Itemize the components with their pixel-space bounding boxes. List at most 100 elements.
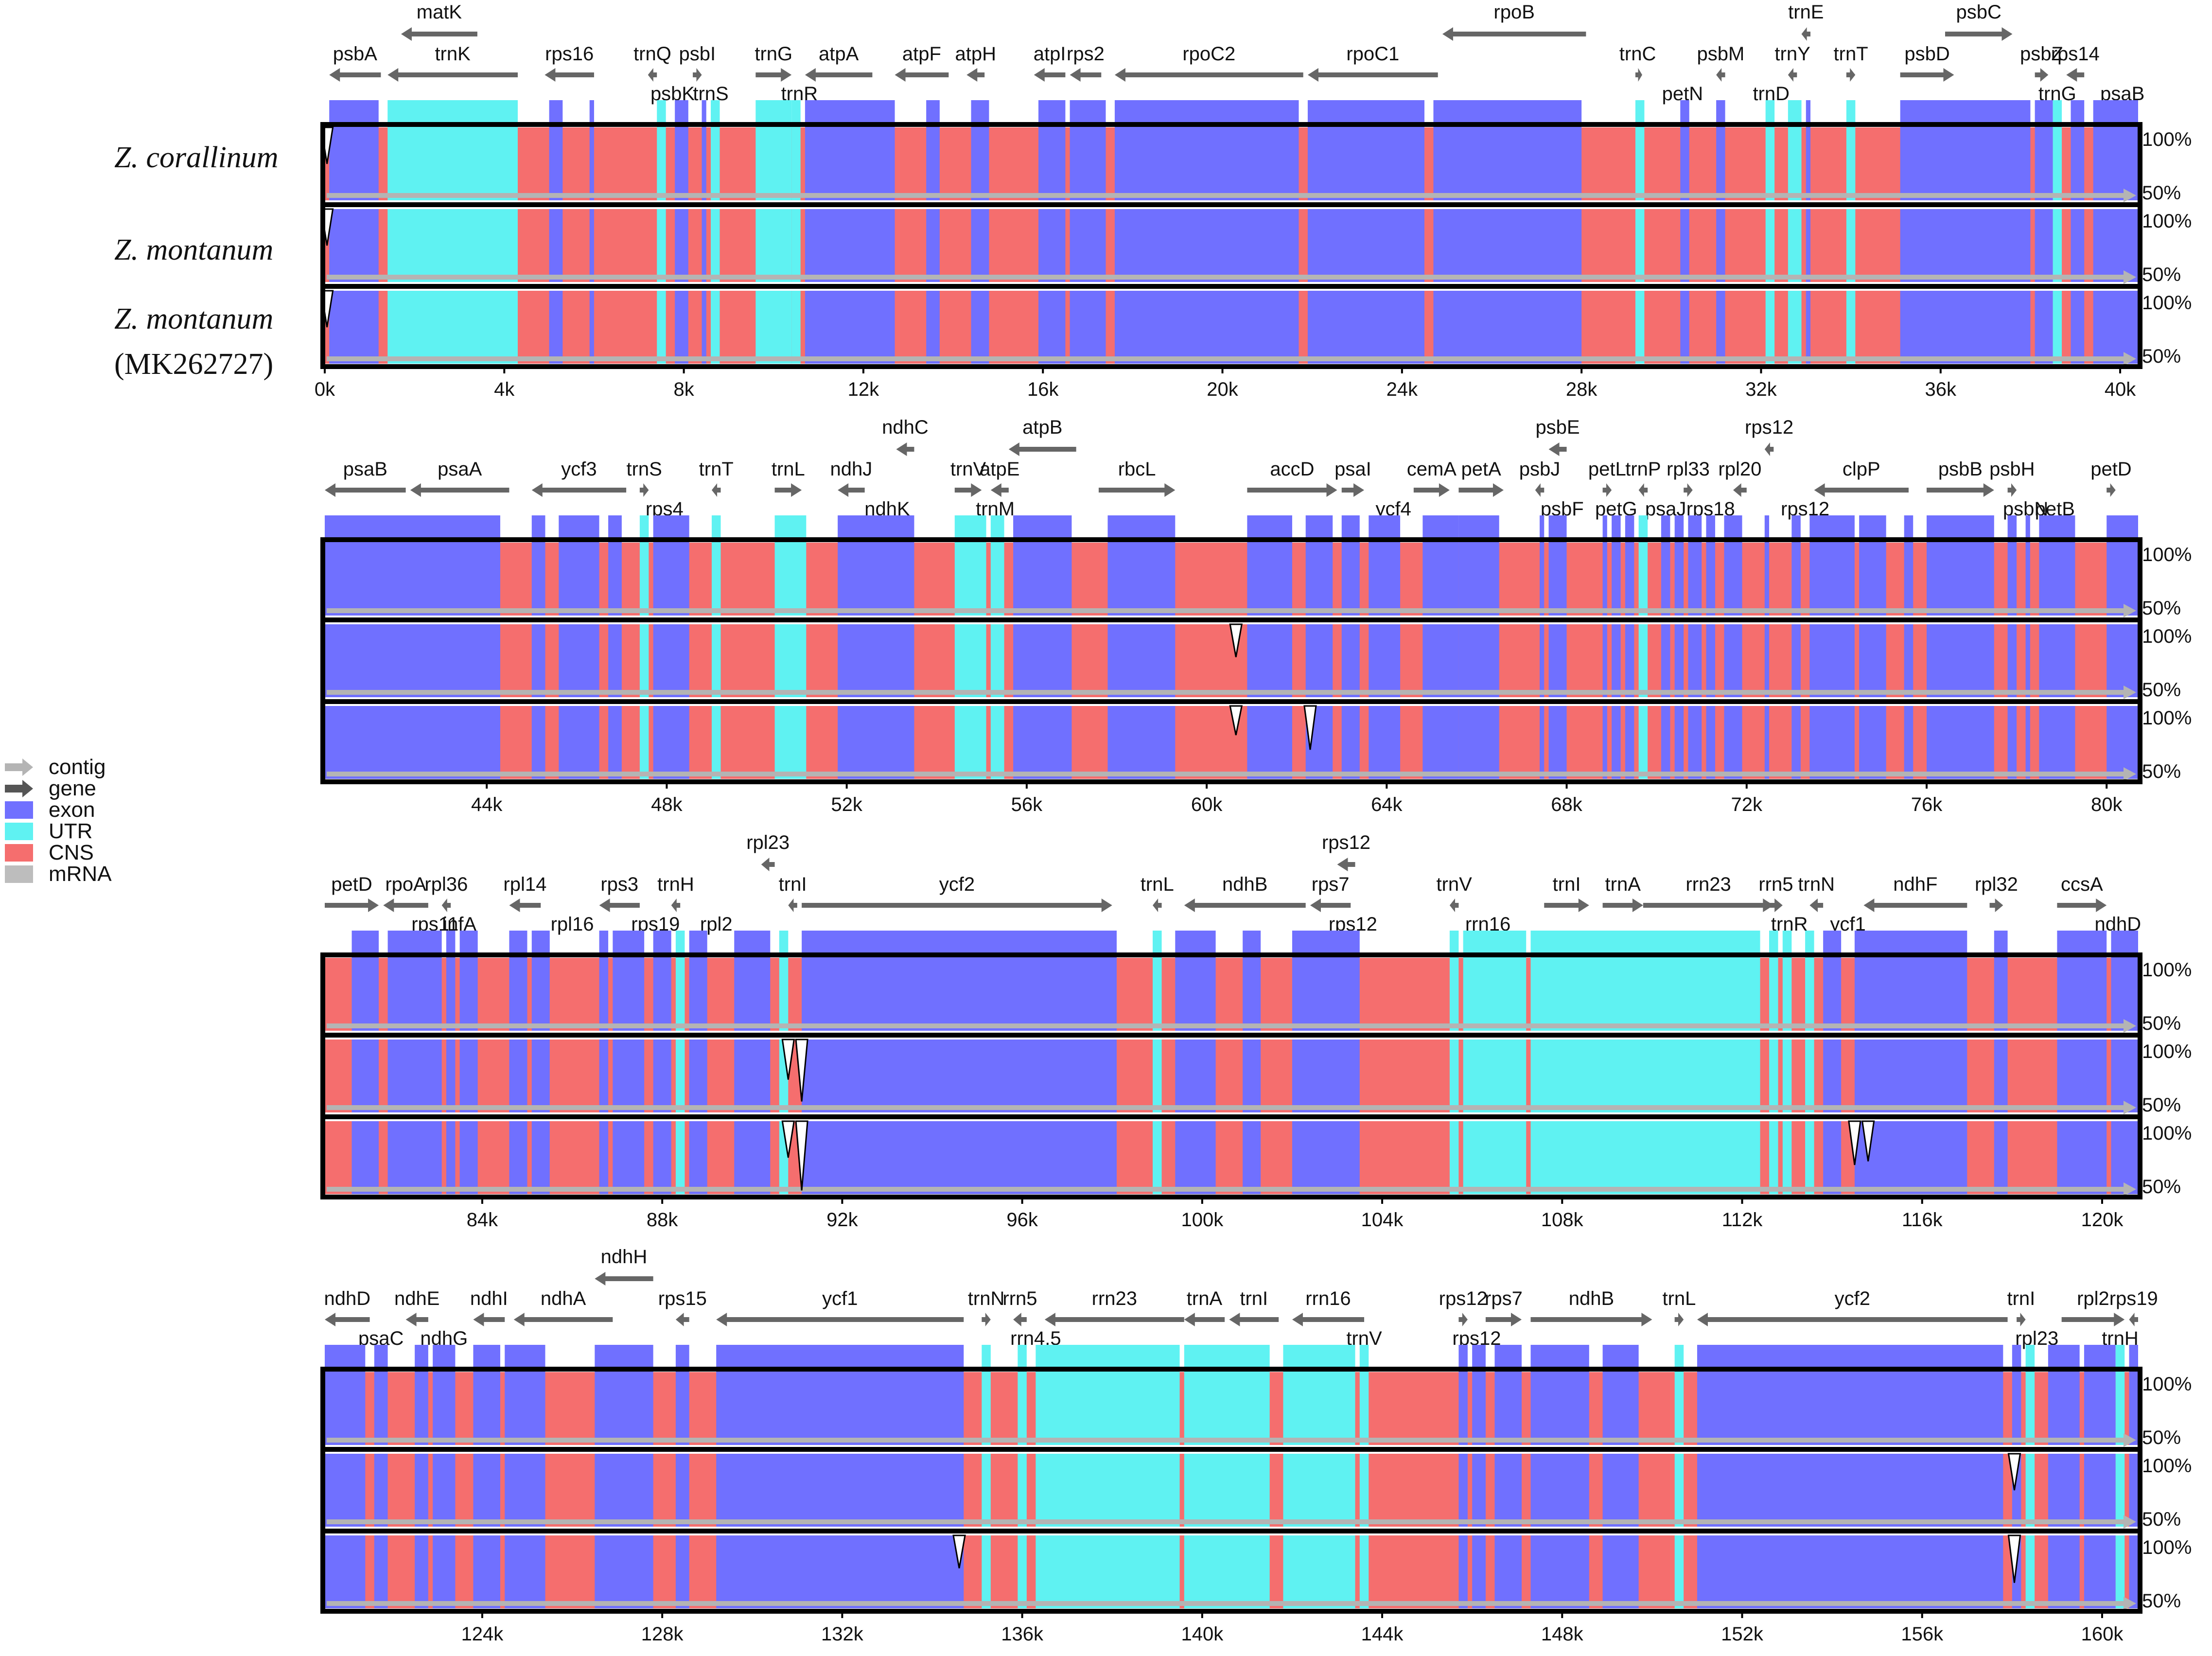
utr-region: [1463, 958, 1527, 1031]
utr-region: [1674, 1535, 1684, 1608]
gene-label-trnk: trnK: [435, 43, 471, 65]
gene-arrow-rps12: [1337, 858, 1355, 871]
utr-region: [1788, 209, 1802, 282]
gene-arrow-rpl32: [1989, 898, 2003, 912]
gene-label-ndhc: ndhC: [882, 417, 929, 438]
strip-exon-region: [1674, 515, 1684, 543]
contig-arrow: [327, 193, 2125, 198]
exon-region: [505, 1454, 545, 1527]
strip-utr-region: [1635, 100, 1645, 127]
exon-region: [1625, 624, 1634, 697]
exon-region: [1661, 706, 1670, 779]
pct-label-100: 100%: [2142, 292, 2192, 314]
x-tick-label: 0k: [315, 379, 335, 400]
exon-region: [1243, 1121, 1261, 1194]
x-tick-label: 16k: [1027, 379, 1059, 400]
gene-arrow-trna: [1602, 898, 1643, 912]
exon-region: [1680, 291, 1689, 364]
exon-region: [689, 1121, 707, 1194]
gene-arrow-trnn: [1809, 898, 1824, 912]
contig-arrow: [327, 772, 2125, 776]
exon-region: [1764, 624, 1770, 697]
exon-region: [1823, 1121, 1842, 1194]
exon-region: [509, 1039, 527, 1112]
exon-region: [1674, 624, 1684, 697]
track-separator: [323, 1529, 2140, 1533]
strip-utr-region: [2025, 1345, 2035, 1372]
exon-region: [1070, 291, 1106, 364]
gene-label-trnh: trnH: [657, 874, 694, 895]
exon-region: [1859, 624, 1886, 697]
identity-dip: [2007, 1534, 2021, 1583]
gene-label-trni: trnI: [2007, 1288, 2035, 1309]
exon-region: [1900, 127, 2031, 200]
utr-region: [982, 1535, 991, 1608]
x-tick-label: 44k: [471, 794, 503, 815]
gene-arrow-psbb: [1926, 483, 1994, 497]
x-tick-label: 80k: [2091, 794, 2123, 815]
exon-region: [595, 1372, 653, 1445]
exon-region: [702, 209, 706, 282]
exon-region: [459, 958, 478, 1031]
identity-dip: [952, 1534, 966, 1568]
exon-region: [1806, 209, 1811, 282]
exon-region: [1697, 1454, 2003, 1527]
exon-region: [1307, 127, 1425, 200]
exon-region: [446, 1121, 456, 1194]
exon-region: [599, 958, 609, 1031]
exon-region: [1859, 543, 1886, 616]
exon-region: [1612, 624, 1621, 697]
species-label-accession: (MK262727): [114, 348, 273, 381]
gene-label-ycf3: ycf3: [561, 458, 597, 480]
exon-region: [1305, 624, 1333, 697]
x-tick-label: 128k: [641, 1623, 684, 1645]
exon-region: [1926, 543, 1994, 616]
utr-region: [755, 291, 792, 364]
track-frame: [320, 1367, 2142, 1614]
gene-label-trns: trnS: [626, 458, 662, 480]
exon-region: [433, 1454, 456, 1527]
exon-region: [2111, 958, 2138, 1031]
gene-arrow-atpb: [1008, 442, 1076, 456]
contig-arrow: [327, 1023, 2125, 1028]
strip-utr-region: [711, 515, 721, 543]
gene-label-rps19: rps19: [2109, 1288, 2158, 1309]
exon-region: [531, 624, 545, 697]
gene-label-rps7: rps7: [1312, 874, 1350, 895]
strip-utr-region: [1449, 931, 1459, 958]
utr-region: [1846, 291, 1856, 364]
exon-region: [1107, 624, 1176, 697]
gene-label-psab: psaB: [343, 458, 387, 480]
gene-label-rps16: rps16: [545, 43, 594, 65]
exon-region: [1175, 1121, 1216, 1194]
exon-region: [531, 706, 545, 779]
exon-region: [653, 706, 689, 779]
exon-region: [1602, 543, 1607, 616]
exon-region: [1724, 543, 1742, 616]
utr-region: [1018, 1454, 1027, 1527]
x-tick-label: 88k: [647, 1209, 678, 1231]
gene-arrow-ndha: [513, 1313, 613, 1326]
gene-arrow-ycf3: [531, 483, 627, 497]
identity-track-3: 100% 50%: [320, 290, 2192, 367]
exon-region: [1107, 543, 1176, 616]
exon-region: [1243, 958, 1261, 1031]
gene-label-trna: trnA: [1605, 874, 1641, 895]
strip-exon-region: [1716, 100, 1725, 127]
exon-region: [2084, 1372, 2116, 1445]
identity-track-1: 100% 50%: [325, 543, 2192, 619]
strip-utr-region: [657, 100, 666, 127]
pct-label-100: 100%: [2142, 1123, 2192, 1144]
utr-region: [387, 127, 518, 200]
gene-label-ndhh: ndhH: [601, 1246, 648, 1268]
exon-region: [1674, 543, 1684, 616]
exon-region: [1854, 1039, 1967, 1112]
exon-region: [1013, 624, 1072, 697]
gene-label-ndhe: ndhE: [394, 1288, 439, 1309]
exon-region: [1540, 624, 1545, 697]
utr-region: [1530, 1121, 1760, 1194]
identity-track-3: 100% 50%: [325, 1534, 2192, 1612]
exon-region: [1994, 1039, 2008, 1112]
utr-region: [1769, 958, 1778, 1031]
